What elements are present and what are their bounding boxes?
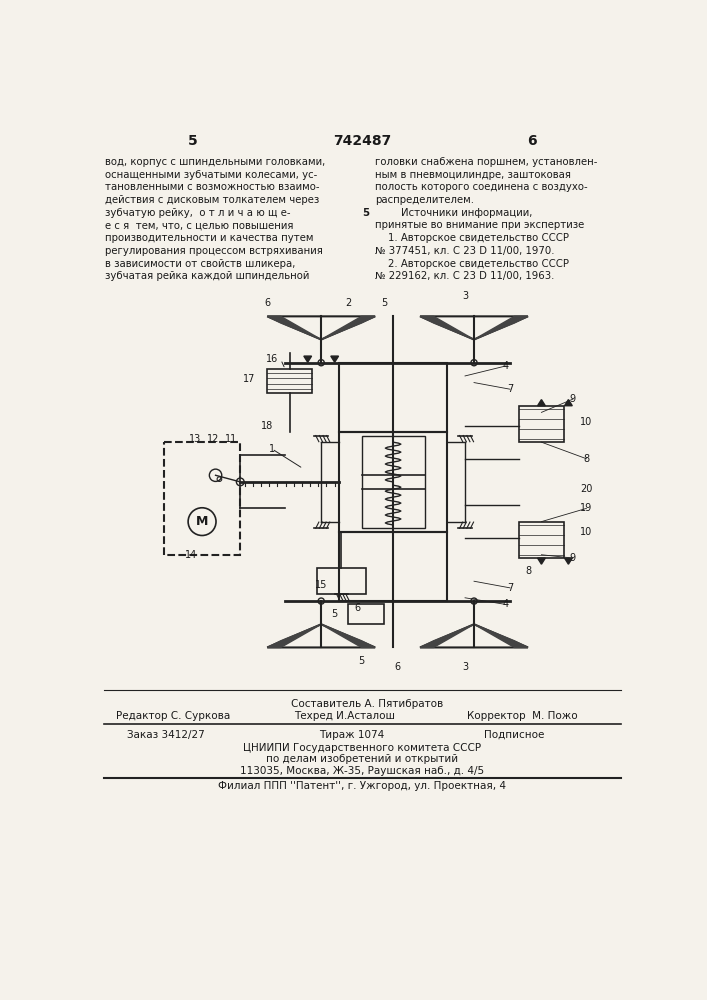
Bar (348, 604, 384, 624)
Text: вод, корпус с шпиндельными головками,: вод, корпус с шпиндельными головками, (105, 157, 326, 167)
Polygon shape (267, 624, 321, 647)
Text: М: М (196, 515, 209, 528)
Text: полость которого соединена с воздухо-: полость которого соединена с воздухо- (375, 182, 588, 192)
Text: 113035, Москва, Ж-35, Раушская наб., д. 4/5: 113035, Москва, Ж-35, Раушская наб., д. … (240, 766, 484, 776)
Text: 4: 4 (503, 599, 508, 609)
Polygon shape (537, 558, 545, 564)
Text: ЦНИИПИ Государственного комитета СССР: ЦНИИПИ Государственного комитета СССР (243, 743, 481, 753)
Text: Составитель А. Пятибратов: Составитель А. Пятибратов (291, 699, 443, 709)
Text: 2: 2 (345, 298, 351, 308)
Circle shape (236, 478, 244, 486)
Text: № 377451, кл. С 23 D 11/00, 1970.: № 377451, кл. С 23 D 11/00, 1970. (375, 246, 554, 256)
Text: 7: 7 (507, 384, 513, 394)
Polygon shape (321, 624, 375, 647)
Text: Филиал ППП ''Патент'', г. Ужгород, ул. Проектная, 4: Филиал ППП ''Патент'', г. Ужгород, ул. П… (218, 781, 506, 791)
Text: регулирования процессом встряхивания: регулирования процессом встряхивания (105, 246, 323, 256)
Text: 8: 8 (525, 566, 531, 576)
Text: 14: 14 (185, 550, 197, 560)
Text: головки снабжена поршнем, установлен-: головки снабжена поршнем, установлен- (375, 157, 597, 167)
Text: в зависимости от свойств шликера,: в зависимости от свойств шликера, (105, 259, 296, 269)
Polygon shape (420, 316, 474, 340)
Text: 8: 8 (583, 454, 590, 464)
Text: Техред И.Асталош: Техред И.Асталош (293, 711, 395, 721)
Polygon shape (537, 400, 545, 406)
Text: действия с дисковым толкателем через: действия с дисковым толкателем через (105, 195, 320, 205)
Bar (519, 406, 564, 442)
Text: 20: 20 (580, 484, 592, 494)
Bar (339, 363, 447, 432)
Polygon shape (267, 316, 321, 340)
Polygon shape (304, 356, 312, 362)
Polygon shape (564, 400, 572, 406)
Text: 1: 1 (269, 444, 275, 454)
Bar (339, 432, 447, 532)
Text: Корректор  М. Пожо: Корректор М. Пожо (467, 711, 578, 721)
Text: 18: 18 (261, 421, 274, 431)
Text: принятые во внимание при экспертизе: принятые во внимание при экспертизе (375, 220, 585, 230)
Text: 16: 16 (266, 354, 278, 364)
Text: зубчатая рейка каждой шпиндельной: зубчатая рейка каждой шпиндельной (105, 271, 310, 281)
Text: по делам изобретений и открытий: по делам изобретений и открытий (266, 754, 458, 764)
Text: Подписное: Подписное (484, 730, 545, 740)
Text: 6: 6 (395, 662, 401, 672)
Text: 11: 11 (225, 434, 238, 444)
Circle shape (318, 360, 325, 366)
Text: производительности и качества путем: производительности и качества путем (105, 233, 314, 243)
Polygon shape (564, 558, 572, 564)
Text: 5: 5 (332, 609, 338, 619)
Text: 5: 5 (381, 298, 387, 308)
Text: 9: 9 (570, 394, 576, 404)
Bar (519, 522, 564, 558)
Text: Источники информации,: Источники информации, (375, 208, 532, 218)
Bar (362, 436, 425, 528)
Bar (164, 442, 240, 555)
Text: 4: 4 (503, 361, 508, 371)
Text: 15: 15 (315, 580, 327, 590)
Text: 1. Авторское свидетельство СССР: 1. Авторское свидетельство СССР (375, 233, 569, 243)
Text: Редактор С. Суркова: Редактор С. Суркова (117, 711, 230, 721)
Polygon shape (420, 624, 474, 647)
Polygon shape (474, 624, 528, 647)
Polygon shape (331, 356, 339, 362)
Text: 10: 10 (580, 417, 592, 427)
Text: 5: 5 (362, 208, 369, 218)
Bar (339, 532, 447, 601)
Text: 742487: 742487 (333, 134, 392, 148)
Text: 9: 9 (570, 553, 576, 563)
Text: ным в пневмоцилиндре, заштоковая: ным в пневмоцилиндре, заштоковая (375, 170, 571, 180)
Text: е с я  тем, что, с целью повышения: е с я тем, что, с целью повышения (105, 220, 294, 230)
Text: № 229162, кл. С 23 D 11/00, 1963.: № 229162, кл. С 23 D 11/00, 1963. (375, 271, 554, 281)
Text: оснащенными зубчатыми колесами, ус-: оснащенными зубчатыми колесами, ус- (105, 170, 317, 180)
Text: 3: 3 (462, 291, 468, 301)
Circle shape (471, 360, 477, 366)
Text: 13: 13 (189, 434, 201, 444)
Text: 7: 7 (507, 583, 513, 593)
Text: 6: 6 (527, 134, 537, 148)
Text: зубчатую рейку,  о т л и ч а ю щ е-: зубчатую рейку, о т л и ч а ю щ е- (105, 208, 291, 218)
Bar (267, 369, 312, 393)
Text: 5: 5 (187, 134, 197, 148)
Text: распределителем.: распределителем. (375, 195, 474, 205)
Circle shape (471, 598, 477, 604)
Polygon shape (474, 316, 528, 340)
Text: 12: 12 (207, 434, 219, 444)
Text: 2. Авторское свидетельство СССР: 2. Авторское свидетельство СССР (375, 259, 569, 269)
Text: 19: 19 (580, 503, 592, 513)
Text: 3: 3 (462, 662, 468, 672)
Text: тановленными с возможностью взаимо-: тановленными с возможностью взаимо- (105, 182, 320, 192)
Circle shape (318, 598, 325, 604)
Text: 10: 10 (580, 527, 592, 537)
Text: 6: 6 (354, 603, 360, 613)
Polygon shape (321, 316, 375, 340)
Text: 6: 6 (264, 298, 270, 308)
Text: Тираж 1074: Тираж 1074 (320, 730, 385, 740)
Bar (317, 568, 366, 594)
Text: 5: 5 (358, 656, 365, 666)
Text: 17: 17 (243, 374, 255, 384)
Text: Заказ 3412/27: Заказ 3412/27 (127, 730, 205, 740)
